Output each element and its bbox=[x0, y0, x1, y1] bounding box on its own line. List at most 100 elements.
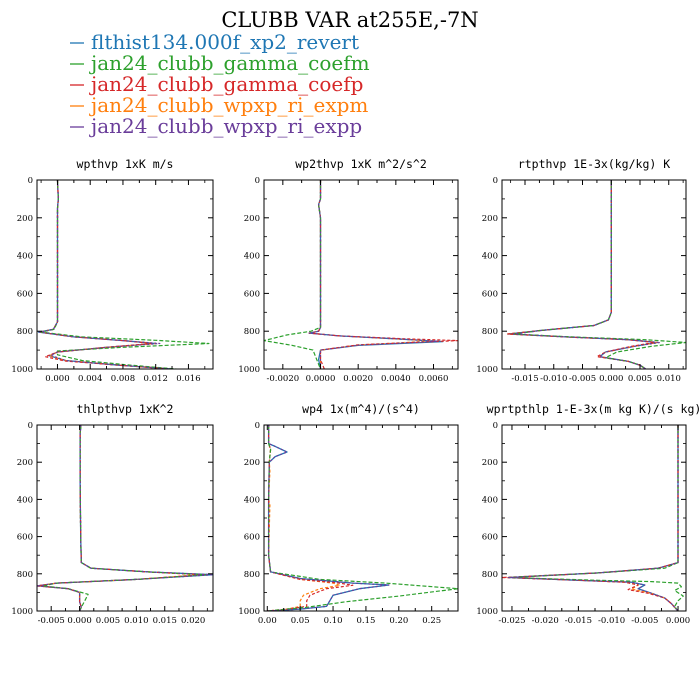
x-tick-label: 0.10 bbox=[324, 616, 343, 626]
series-line bbox=[507, 180, 656, 369]
y-tick-label: 400 bbox=[482, 495, 498, 505]
y-tick-label: 1000 bbox=[238, 607, 260, 617]
y-tick-label: 800 bbox=[17, 570, 33, 580]
legend-label: jan24_clubb_gamma_coefp bbox=[89, 72, 363, 96]
x-tick-label: -0.025 bbox=[498, 616, 525, 626]
x-tick-label: 0.008 bbox=[111, 374, 135, 384]
x-tick-label: -0.015 bbox=[565, 616, 592, 626]
x-tick-label: 0.0000 bbox=[306, 374, 336, 384]
y-tick-label: 200 bbox=[244, 458, 260, 468]
series-line bbox=[37, 425, 213, 611]
x-tick-label: 0.00 bbox=[258, 616, 277, 626]
legend-item: jan24_clubb_gamma_coefm bbox=[70, 51, 370, 75]
y-tick-label: 1000 bbox=[476, 607, 498, 617]
series-line bbox=[308, 180, 438, 369]
panel-series bbox=[267, 425, 458, 611]
series-line bbox=[40, 180, 210, 369]
x-tick-label: -0.010 bbox=[540, 374, 567, 384]
y-tick-label: 600 bbox=[244, 533, 260, 543]
series-line bbox=[267, 425, 354, 611]
y-tick-label: 800 bbox=[244, 327, 260, 337]
x-tick-label: 0.000 bbox=[45, 374, 69, 384]
series-line bbox=[512, 180, 661, 369]
legend-item: jan24_clubb_gamma_coefp bbox=[70, 72, 363, 96]
x-tick-label: 0.15 bbox=[356, 616, 375, 626]
panel-title: thlpthvp 1xK^2 bbox=[77, 402, 174, 416]
panel-series bbox=[264, 180, 458, 369]
figure-title: CLUBB VAR at255E,-7N bbox=[221, 8, 478, 32]
x-tick-label: 0.012 bbox=[144, 374, 168, 384]
y-tick-label: 800 bbox=[482, 327, 498, 337]
y-tick-label: 400 bbox=[244, 252, 260, 262]
legend: flthist134.000f_xp2_revertjan24_clubb_ga… bbox=[70, 30, 370, 138]
panel-series bbox=[502, 425, 684, 611]
panel: wp2thvp 1xK m^2/s^2 0 200 400 600 800 1000 -0.0… bbox=[238, 157, 459, 384]
y-tick-label: 600 bbox=[244, 289, 260, 299]
x-tick-label: 0.005 bbox=[96, 616, 120, 626]
series-line bbox=[38, 180, 173, 369]
x-tick-label: 0.20 bbox=[389, 616, 408, 626]
legend-item: flthist134.000f_xp2_revert bbox=[70, 30, 359, 54]
y-tick-label: 400 bbox=[244, 495, 260, 505]
x-tick-label: -0.005 bbox=[569, 374, 596, 384]
series-line bbox=[267, 425, 458, 611]
x-tick-label: -0.0020 bbox=[267, 374, 300, 384]
series-line bbox=[507, 180, 658, 369]
x-tick-label: 0.010 bbox=[124, 616, 148, 626]
y-tick-label: 0 bbox=[28, 176, 33, 186]
x-tick-label: 0.020 bbox=[181, 616, 205, 626]
x-tick-label: -0.005 bbox=[631, 616, 658, 626]
y-tick-label: 1000 bbox=[11, 607, 33, 617]
y-tick-label: 200 bbox=[17, 214, 33, 224]
series-line bbox=[508, 425, 684, 611]
x-tick-label: 0.000 bbox=[599, 374, 623, 384]
x-tick-label: 0.0060 bbox=[419, 374, 449, 384]
x-tick-label: -0.005 bbox=[38, 616, 65, 626]
x-tick-label: 0.000 bbox=[666, 616, 690, 626]
series-line bbox=[38, 180, 173, 369]
series-line bbox=[264, 180, 322, 369]
series-line bbox=[502, 425, 679, 611]
legend-item: jan24_clubb_wpxp_ri_expp bbox=[70, 114, 362, 138]
y-tick-label: 600 bbox=[482, 289, 498, 299]
series-line bbox=[267, 425, 341, 611]
series-line bbox=[508, 425, 679, 611]
series-line bbox=[308, 180, 435, 369]
panel-series bbox=[507, 180, 686, 369]
y-tick-label: 200 bbox=[244, 214, 260, 224]
legend-label: jan24_clubb_wpxp_ri_expm bbox=[89, 93, 368, 117]
x-tick-label: 0.000 bbox=[67, 616, 91, 626]
series-line bbox=[511, 425, 679, 611]
panel-title: wpthvp 1xK m/s bbox=[77, 157, 174, 171]
panel-series bbox=[37, 180, 210, 369]
legend-label: jan24_clubb_wpxp_ri_expp bbox=[89, 114, 362, 138]
y-tick-label: 0 bbox=[255, 176, 260, 186]
y-tick-label: 400 bbox=[482, 252, 498, 262]
legend-label: flthist134.000f_xp2_revert bbox=[91, 30, 359, 54]
x-tick-label: 0.004 bbox=[78, 374, 102, 384]
y-tick-label: 0 bbox=[493, 421, 498, 431]
panel: wprtpthlp 1-E-3x(m kg K)/(s kg) 0 200 400 60… bbox=[476, 402, 700, 626]
y-tick-label: 200 bbox=[17, 458, 33, 468]
series-line bbox=[267, 425, 390, 611]
x-tick-label: -0.015 bbox=[511, 374, 538, 384]
panel-title: wp2thvp 1xK m^2/s^2 bbox=[295, 157, 427, 171]
panel: wpthvp 1xK m/s 0 200 400 600 800 1000 0.000 0.00… bbox=[11, 157, 214, 384]
x-tick-label: 0.0040 bbox=[381, 374, 411, 384]
x-tick-label: 0.0020 bbox=[343, 374, 373, 384]
y-tick-label: 1000 bbox=[238, 365, 260, 375]
y-tick-label: 600 bbox=[17, 533, 33, 543]
y-tick-label: 800 bbox=[482, 570, 498, 580]
y-tick-label: 1000 bbox=[476, 365, 498, 375]
y-tick-label: 0 bbox=[28, 421, 33, 431]
y-tick-label: 800 bbox=[17, 327, 33, 337]
y-tick-label: 200 bbox=[482, 458, 498, 468]
y-tick-label: 800 bbox=[244, 570, 260, 580]
x-tick-label: -0.020 bbox=[532, 616, 559, 626]
x-tick-label: 0.015 bbox=[153, 616, 177, 626]
legend-label: jan24_clubb_gamma_coefm bbox=[89, 51, 370, 75]
